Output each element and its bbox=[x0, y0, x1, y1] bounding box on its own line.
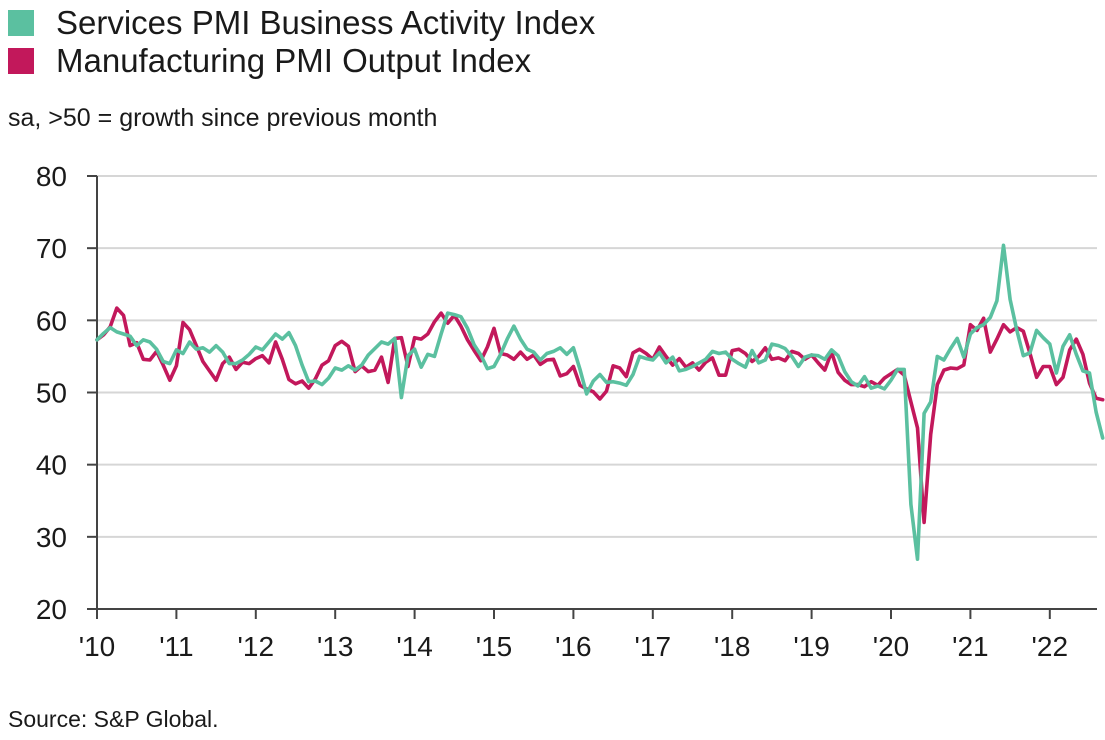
legend: Services PMI Business Activity Index Man… bbox=[8, 4, 595, 80]
legend-item-manufacturing: Manufacturing PMI Output Index bbox=[8, 42, 595, 80]
legend-label-services: Services PMI Business Activity Index bbox=[56, 4, 596, 41]
y-tick-label-30: 30 bbox=[36, 522, 67, 553]
y-tick-label-80: 80 bbox=[36, 161, 67, 192]
source-note: Source: S&P Global. bbox=[8, 706, 219, 732]
y-tick-label-20: 20 bbox=[36, 594, 67, 625]
x-tick-label-2012: '12 bbox=[238, 631, 275, 662]
legend-label-manufacturing: Manufacturing PMI Output Index bbox=[56, 42, 532, 79]
y-axis-ticks: 20 30 40 50 60 70 80 bbox=[36, 161, 67, 625]
x-tick-label-2018: '18 bbox=[714, 631, 751, 662]
x-tick-label-2013: '13 bbox=[317, 631, 354, 662]
x-tick-label-2022: '22 bbox=[1032, 631, 1069, 662]
axes bbox=[87, 175, 1097, 619]
gridlines bbox=[97, 175, 1097, 538]
x-tick-label-2016: '16 bbox=[555, 631, 592, 662]
x-tick-label-2014: '14 bbox=[396, 631, 433, 662]
x-tick-label-2019: '19 bbox=[793, 631, 830, 662]
x-axis-ticks: '10 '11 '12 '13 '14 '15 '16 '17 '18 '19 '20 '21 '22 bbox=[79, 631, 1068, 662]
x-tick-label-2017: '17 bbox=[635, 631, 672, 662]
series-line-services bbox=[95, 243, 1105, 562]
series-line-manufacturing bbox=[95, 306, 1105, 525]
legend-swatch-manufacturing bbox=[8, 48, 34, 74]
legend-item-services: Services PMI Business Activity Index bbox=[8, 4, 595, 42]
y-tick-label-60: 60 bbox=[36, 305, 67, 336]
x-tick-label-2020: '20 bbox=[873, 631, 910, 662]
series-lines bbox=[95, 243, 1105, 562]
chart-subtitle: sa, >50 = growth since previous month bbox=[8, 104, 438, 132]
legend-swatch-services bbox=[8, 10, 34, 36]
x-tick-label-2010: '10 bbox=[79, 631, 116, 662]
x-tick-label-2011: '11 bbox=[159, 631, 193, 662]
x-tick-label-2015: '15 bbox=[476, 631, 513, 662]
y-tick-label-40: 40 bbox=[36, 450, 67, 481]
y-tick-label-70: 70 bbox=[36, 233, 67, 264]
y-tick-label-50: 50 bbox=[36, 378, 67, 409]
x-tick-label-2021: '21 bbox=[952, 631, 989, 662]
